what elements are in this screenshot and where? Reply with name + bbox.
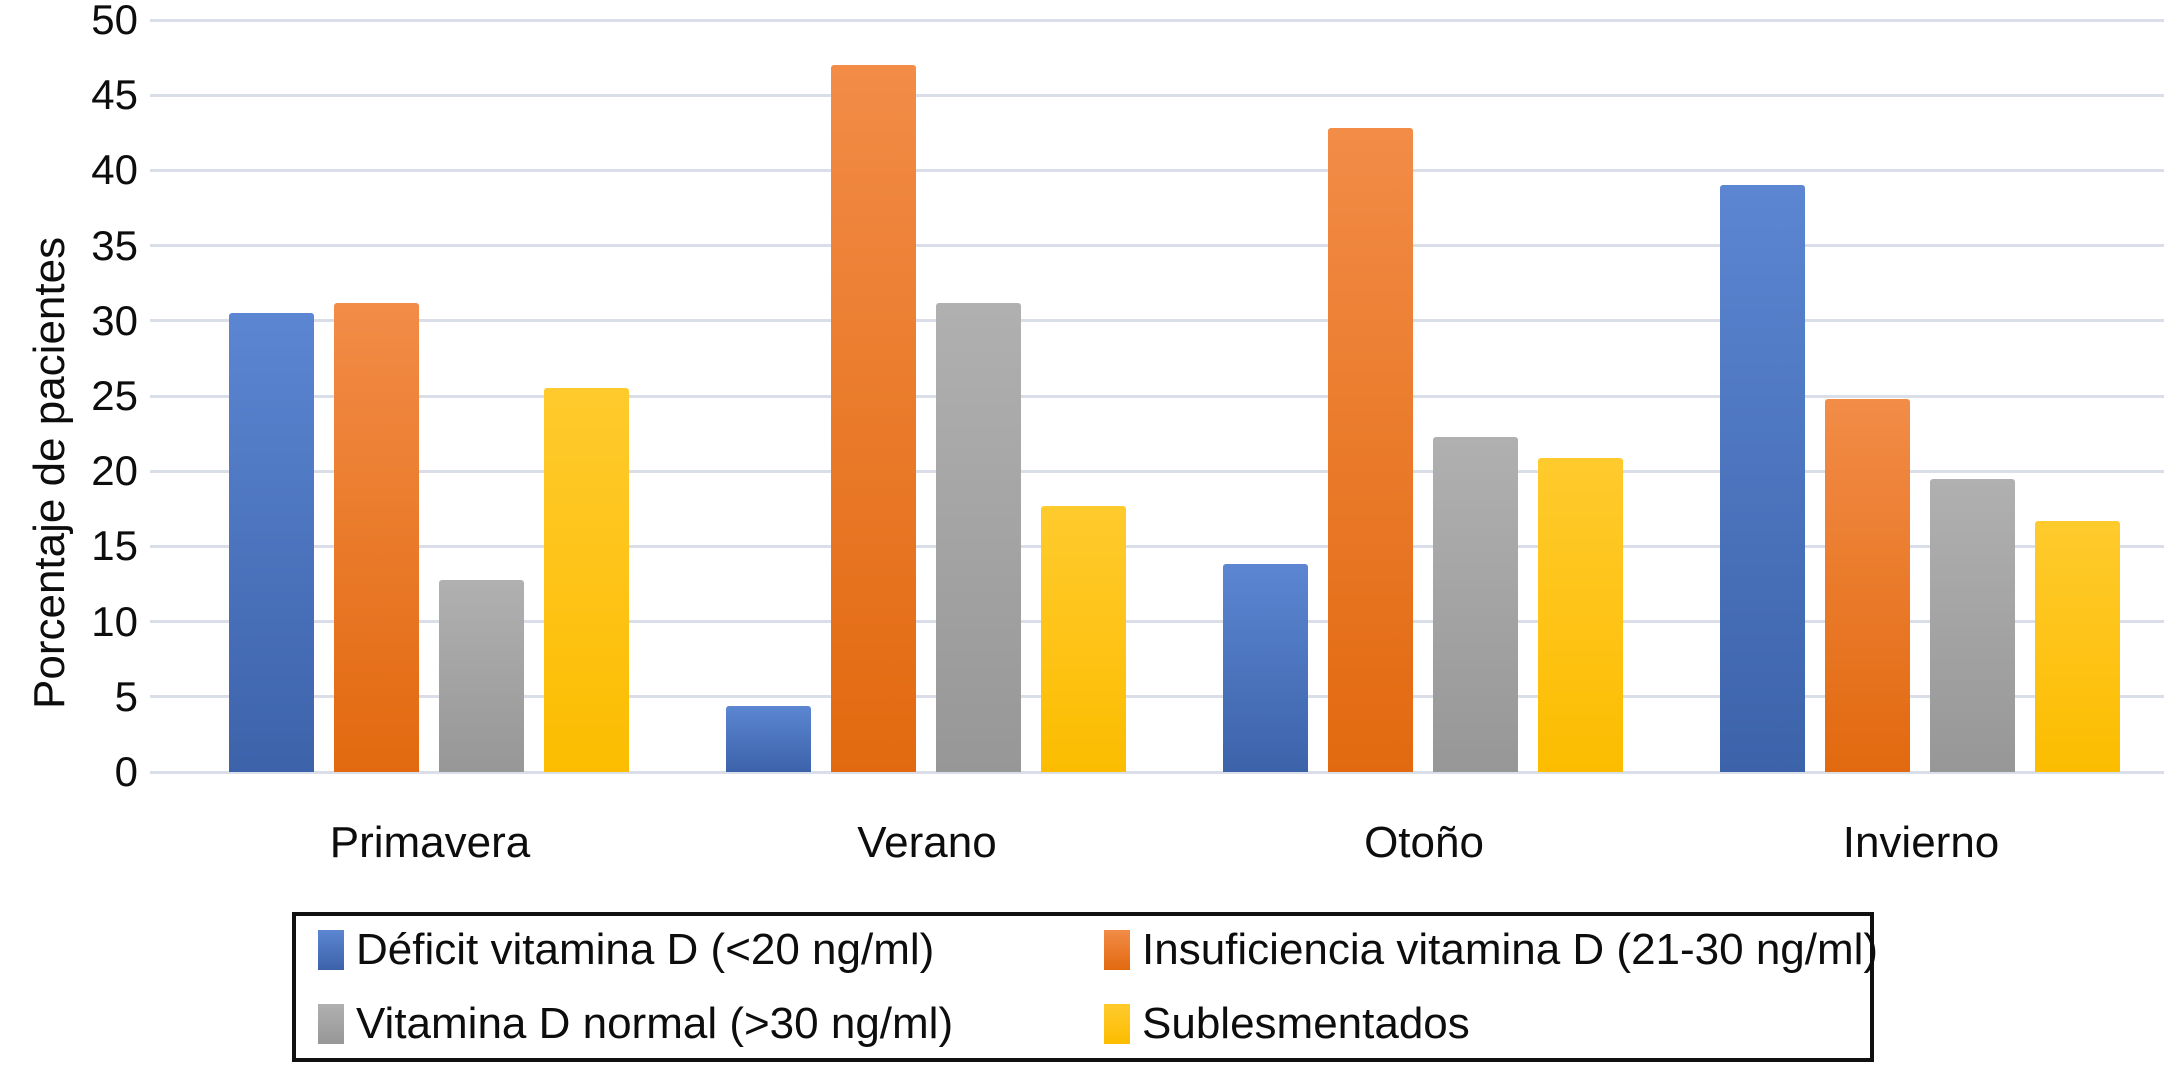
x-axis-label-invierno: Invierno bbox=[1842, 818, 2000, 867]
legend-item-sublesmentados: Sublesmentados bbox=[1104, 999, 1470, 1048]
gridline-y-50 bbox=[150, 18, 2164, 22]
bar-invierno-insuficiencia bbox=[1825, 399, 1910, 772]
gridline-y-40 bbox=[150, 168, 2164, 172]
gridline-y-10 bbox=[150, 620, 2164, 624]
legend-item-deficit: Déficit vitamina D (<20 ng/ml) bbox=[318, 925, 935, 974]
plot-area bbox=[150, 18, 2164, 774]
legend-swatch-icon bbox=[1104, 1004, 1130, 1044]
y-tick-label-45: 45 bbox=[91, 71, 138, 119]
gridline-y-35 bbox=[150, 244, 2164, 248]
y-tick-label-20: 20 bbox=[91, 447, 138, 495]
legend-box: Déficit vitamina D (<20 ng/ml) Insuficien… bbox=[292, 912, 1878, 1062]
y-tick-label-15: 15 bbox=[91, 522, 138, 570]
gridline-y-15 bbox=[150, 544, 2164, 548]
y-tick-label-25: 25 bbox=[91, 372, 138, 419]
bar-invierno-deficit bbox=[1720, 185, 1805, 772]
gridline-y-25 bbox=[150, 394, 2164, 398]
bar-invierno-sublesmentados bbox=[2035, 520, 2120, 772]
bar-invierno-vitamina bbox=[1930, 478, 2015, 772]
gridline-y-0 bbox=[150, 770, 2164, 774]
legend-item-vitamina: Vitamina D normal (>30 ng/ml) bbox=[318, 999, 954, 1048]
y-tick-label-35: 35 bbox=[91, 221, 138, 269]
bar-verano-deficit bbox=[726, 705, 811, 772]
x-axis-label-primavera: Primavera bbox=[329, 818, 531, 867]
bar-primavera-insuficiencia bbox=[334, 302, 419, 772]
bar-primavera-deficit bbox=[229, 313, 314, 772]
gridline-y-5 bbox=[150, 695, 2164, 699]
y-tick-label-40: 40 bbox=[91, 146, 138, 194]
y-tick-label-30: 30 bbox=[91, 296, 138, 344]
gridline-y-45 bbox=[150, 93, 2164, 97]
y-tick-label-10: 10 bbox=[91, 597, 138, 645]
bar-verano-insuficiencia bbox=[831, 65, 916, 772]
bar-otono-sublesmentados bbox=[1538, 457, 1623, 772]
legend-label: Vitamina D normal (>30 ng/ml) bbox=[356, 999, 954, 1048]
legend-swatch-icon bbox=[318, 1004, 344, 1044]
bar-otono-deficit bbox=[1223, 564, 1308, 772]
bar-otono-insuficiencia bbox=[1328, 128, 1413, 772]
legend-item-insuficiencia: Insuficiencia vitamina D (21-30 ng/ml) bbox=[1104, 925, 1879, 974]
y-tick-label-0: 0 bbox=[114, 748, 138, 795]
bar-primavera-vitamina bbox=[439, 579, 524, 772]
x-axis-label-verano: Verano bbox=[857, 818, 997, 867]
legend-swatch-icon bbox=[318, 930, 344, 970]
legend-label: Sublesmentados bbox=[1142, 999, 1470, 1048]
legend-label: Insuficiencia vitamina D (21-30 ng/ml) bbox=[1142, 925, 1879, 974]
legend-swatch-icon bbox=[1104, 930, 1130, 970]
gridline-y-20 bbox=[150, 469, 2164, 473]
gridline-y-30 bbox=[150, 319, 2164, 323]
legend-label: Déficit vitamina D (<20 ng/ml) bbox=[356, 925, 935, 974]
x-axis-label-otono: Otoño bbox=[1364, 818, 1484, 867]
bar-otono-vitamina bbox=[1433, 436, 1518, 772]
bar-verano-sublesmentados bbox=[1041, 505, 1126, 772]
y-tick-label-5: 5 bbox=[114, 672, 138, 720]
bar-primavera-sublesmentados bbox=[544, 388, 629, 772]
y-tick-label-50: 50 bbox=[91, 0, 138, 43]
bar-verano-vitamina bbox=[936, 302, 1021, 772]
